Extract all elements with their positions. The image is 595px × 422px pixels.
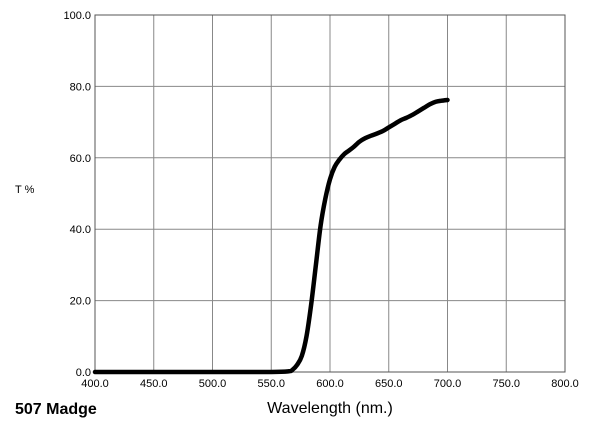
y-tick-label: 40.0 — [70, 224, 91, 236]
y-tick-label: 0.0 — [76, 367, 91, 379]
y-tick-label: 80.0 — [70, 81, 91, 93]
x-tick-label: 600.0 — [316, 378, 344, 390]
y-axis-label: T % — [15, 184, 35, 196]
transmission-series-line — [92, 97, 450, 375]
y-axis-ticks: 0.0 20.0 40.0 60.0 80.0 100.0 — [63, 10, 91, 379]
x-tick-label: 700.0 — [434, 378, 462, 390]
plot-frame — [94, 14, 566, 373]
series-layer — [92, 97, 450, 375]
y-tick-label: 100.0 — [63, 10, 91, 22]
x-tick-label: 450.0 — [140, 378, 168, 390]
x-axis-ticks: 400.0 450.0 500.0 550.0 600.0 650.0 700.0 750.0… — [81, 378, 579, 390]
x-tick-label: 750.0 — [492, 378, 520, 390]
x-tick-label: 500.0 — [199, 378, 227, 390]
x-tick-label: 650.0 — [375, 378, 403, 390]
x-axis-label: Wavelength (nm.) — [267, 400, 393, 417]
x-tick-label: 800.0 — [551, 378, 579, 390]
chart-title: 507 Madge — [15, 401, 97, 418]
x-tick-label: 550.0 — [257, 378, 285, 390]
x-tick-label: 400.0 — [81, 378, 109, 390]
y-tick-label: 20.0 — [70, 296, 91, 308]
grid-lines — [94, 14, 566, 373]
y-tick-label: 60.0 — [70, 153, 91, 165]
